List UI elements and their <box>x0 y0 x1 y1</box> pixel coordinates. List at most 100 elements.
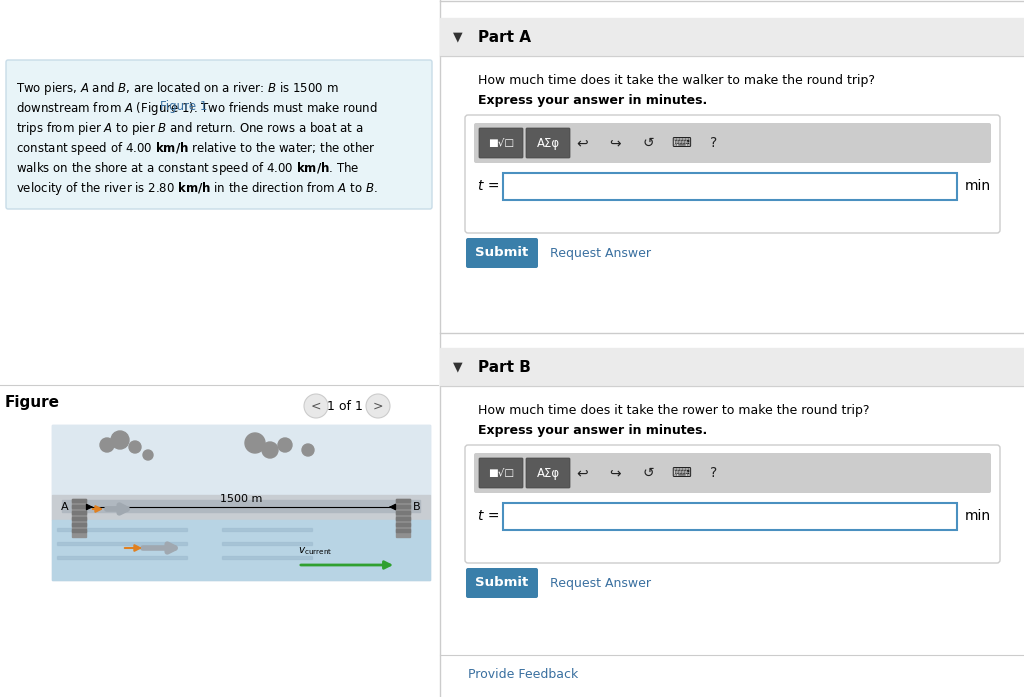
Text: Request Answer: Request Answer <box>550 247 651 259</box>
Text: $v_\mathrm{current}$: $v_\mathrm{current}$ <box>298 545 333 557</box>
Bar <box>72 505 86 508</box>
Bar <box>503 503 957 530</box>
Text: Request Answer: Request Answer <box>550 576 651 590</box>
Text: Part A: Part A <box>478 29 531 45</box>
Bar <box>396 505 410 508</box>
FancyBboxPatch shape <box>465 445 1000 563</box>
Bar <box>396 499 410 502</box>
Text: Part B: Part B <box>478 360 530 374</box>
FancyBboxPatch shape <box>466 568 538 598</box>
Text: ⌨: ⌨ <box>671 466 691 480</box>
FancyBboxPatch shape <box>526 128 570 158</box>
Text: Express your answer in minutes.: Express your answer in minutes. <box>478 94 708 107</box>
Bar <box>72 529 86 532</box>
Text: ↺: ↺ <box>642 136 653 150</box>
FancyBboxPatch shape <box>474 123 991 163</box>
Circle shape <box>111 431 129 449</box>
Text: ▼: ▼ <box>454 360 463 374</box>
Circle shape <box>262 442 278 458</box>
Text: ■√□: ■√□ <box>488 138 514 148</box>
Bar <box>72 517 86 520</box>
Text: ▼: ▼ <box>454 31 463 43</box>
Circle shape <box>143 450 153 460</box>
Text: >: > <box>373 399 383 413</box>
Text: walks on the shore at a constant speed of 4.00 $\mathbf{km/h}$. The: walks on the shore at a constant speed o… <box>16 160 359 177</box>
Text: Express your answer in minutes.: Express your answer in minutes. <box>478 424 708 437</box>
FancyBboxPatch shape <box>465 115 1000 233</box>
Text: Submit: Submit <box>475 247 528 259</box>
Bar <box>503 503 957 530</box>
Bar <box>222 528 312 531</box>
FancyBboxPatch shape <box>479 128 523 158</box>
Circle shape <box>302 444 314 456</box>
FancyBboxPatch shape <box>479 458 523 488</box>
Text: AΣφ: AΣφ <box>537 466 559 480</box>
Text: Figure 1: Figure 1 <box>160 100 208 113</box>
Bar <box>72 499 86 537</box>
Text: ↪: ↪ <box>609 466 621 480</box>
Text: A: A <box>61 502 69 512</box>
Text: <: < <box>310 399 322 413</box>
Bar <box>52 425 430 580</box>
Text: Two piers, $\mathit{A}$ and $\mathit{B}$, are located on a river: $\mathit{B}$ i: Two piers, $\mathit{A}$ and $\mathit{B}$… <box>16 80 339 97</box>
Bar <box>222 542 312 545</box>
Text: min: min <box>965 179 991 193</box>
Text: ?: ? <box>711 466 718 480</box>
Bar <box>222 556 312 559</box>
Bar <box>57 528 187 531</box>
Circle shape <box>129 441 141 453</box>
Text: min: min <box>965 509 991 523</box>
Text: ⌨: ⌨ <box>671 136 691 150</box>
FancyBboxPatch shape <box>474 453 991 493</box>
Text: How much time does it take the walker to make the round trip?: How much time does it take the walker to… <box>478 74 874 87</box>
Text: t =: t = <box>478 179 500 193</box>
FancyBboxPatch shape <box>466 238 538 268</box>
Bar <box>396 511 410 514</box>
Text: constant speed of 4.00 $\mathbf{km/h}$ relative to the water; the other: constant speed of 4.00 $\mathbf{km/h}$ r… <box>16 140 376 157</box>
Bar <box>57 556 187 559</box>
Bar <box>440 0 1024 697</box>
Bar <box>72 511 86 514</box>
Bar <box>503 173 957 200</box>
Text: 1 of 1: 1 of 1 <box>327 399 362 413</box>
Bar <box>52 495 430 520</box>
Bar <box>0 0 438 697</box>
FancyBboxPatch shape <box>6 60 432 209</box>
Bar <box>440 18 1024 56</box>
Text: ↺: ↺ <box>642 466 653 480</box>
Text: Figure: Figure <box>5 395 60 410</box>
Bar <box>503 173 957 200</box>
Circle shape <box>245 433 265 453</box>
Text: ↩: ↩ <box>577 136 588 150</box>
Bar <box>72 499 86 502</box>
Circle shape <box>366 394 390 418</box>
FancyBboxPatch shape <box>526 458 570 488</box>
Circle shape <box>304 394 328 418</box>
Text: velocity of the river is 2.80 $\mathbf{km/h}$ in the direction from $\mathit{A}$: velocity of the river is 2.80 $\mathbf{k… <box>16 180 378 197</box>
Text: 1500 m: 1500 m <box>220 494 262 504</box>
Bar <box>396 517 410 520</box>
Circle shape <box>278 438 292 452</box>
Circle shape <box>100 438 114 452</box>
Text: ■√□: ■√□ <box>488 468 514 478</box>
Text: downstream from $\mathit{A}$ (Figure 1). Two friends must make round: downstream from $\mathit{A}$ (Figure 1).… <box>16 100 378 117</box>
Bar <box>57 542 187 545</box>
Text: t =: t = <box>478 509 500 523</box>
Bar <box>72 523 86 526</box>
Text: Provide Feedback: Provide Feedback <box>468 668 579 681</box>
Text: ↪: ↪ <box>609 136 621 150</box>
Bar <box>396 499 410 537</box>
Bar <box>62 500 420 512</box>
Bar <box>52 425 430 495</box>
Text: ↩: ↩ <box>577 466 588 480</box>
Text: Submit: Submit <box>475 576 528 590</box>
Text: How much time does it take the rower to make the round trip?: How much time does it take the rower to … <box>478 404 869 417</box>
Bar <box>440 348 1024 386</box>
Text: B: B <box>413 502 421 512</box>
Text: trips from pier $\mathit{A}$ to pier $\mathit{B}$ and return. One rows a boat at: trips from pier $\mathit{A}$ to pier $\m… <box>16 120 364 137</box>
Bar <box>396 523 410 526</box>
Text: AΣφ: AΣφ <box>537 137 559 149</box>
Text: ?: ? <box>711 136 718 150</box>
Bar <box>52 520 430 580</box>
Bar <box>396 529 410 532</box>
